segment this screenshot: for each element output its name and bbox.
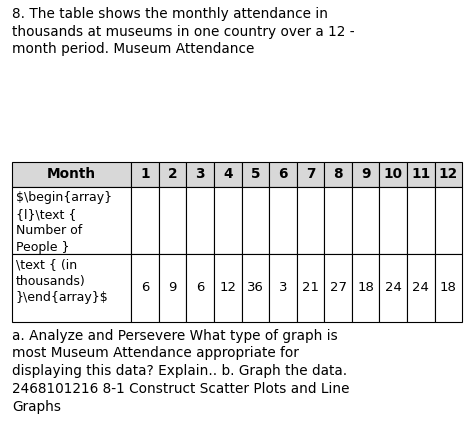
Text: 18: 18 bbox=[440, 281, 457, 294]
Text: $\begin{array}
{l}\text {
Number of
People }: $\begin{array} {l}\text { Number of Peop… bbox=[16, 191, 112, 254]
Text: 1: 1 bbox=[140, 167, 150, 182]
Text: 11: 11 bbox=[411, 167, 430, 182]
Text: a. Analyze and Persevere What type of graph is
most Museum Attendance appropriat: a. Analyze and Persevere What type of gr… bbox=[12, 329, 349, 414]
Text: 21: 21 bbox=[302, 281, 319, 294]
Text: 7: 7 bbox=[306, 167, 315, 182]
Text: 3: 3 bbox=[195, 167, 205, 182]
Text: 8: 8 bbox=[333, 167, 343, 182]
Text: 12: 12 bbox=[439, 167, 458, 182]
Text: 2: 2 bbox=[168, 167, 177, 182]
Text: 24: 24 bbox=[412, 281, 429, 294]
Text: Month: Month bbox=[47, 167, 96, 182]
Text: 12: 12 bbox=[219, 281, 236, 294]
Text: 6: 6 bbox=[196, 281, 204, 294]
Text: 5: 5 bbox=[251, 167, 260, 182]
Text: 18: 18 bbox=[357, 281, 374, 294]
Text: 6: 6 bbox=[141, 281, 149, 294]
Text: 9: 9 bbox=[361, 167, 370, 182]
Text: 6: 6 bbox=[278, 167, 288, 182]
Text: 10: 10 bbox=[383, 167, 403, 182]
Text: 4: 4 bbox=[223, 167, 232, 182]
Text: 3: 3 bbox=[279, 281, 287, 294]
Text: 9: 9 bbox=[168, 281, 177, 294]
Text: 8. The table shows the monthly attendance in
thousands at museums in one country: 8. The table shows the monthly attendanc… bbox=[12, 7, 355, 56]
Text: 27: 27 bbox=[329, 281, 346, 294]
Text: 24: 24 bbox=[385, 281, 401, 294]
Text: \text { (in
thousands)
}\end{array}$: \text { (in thousands) }\end{array}$ bbox=[16, 258, 109, 305]
Text: 36: 36 bbox=[247, 281, 264, 294]
